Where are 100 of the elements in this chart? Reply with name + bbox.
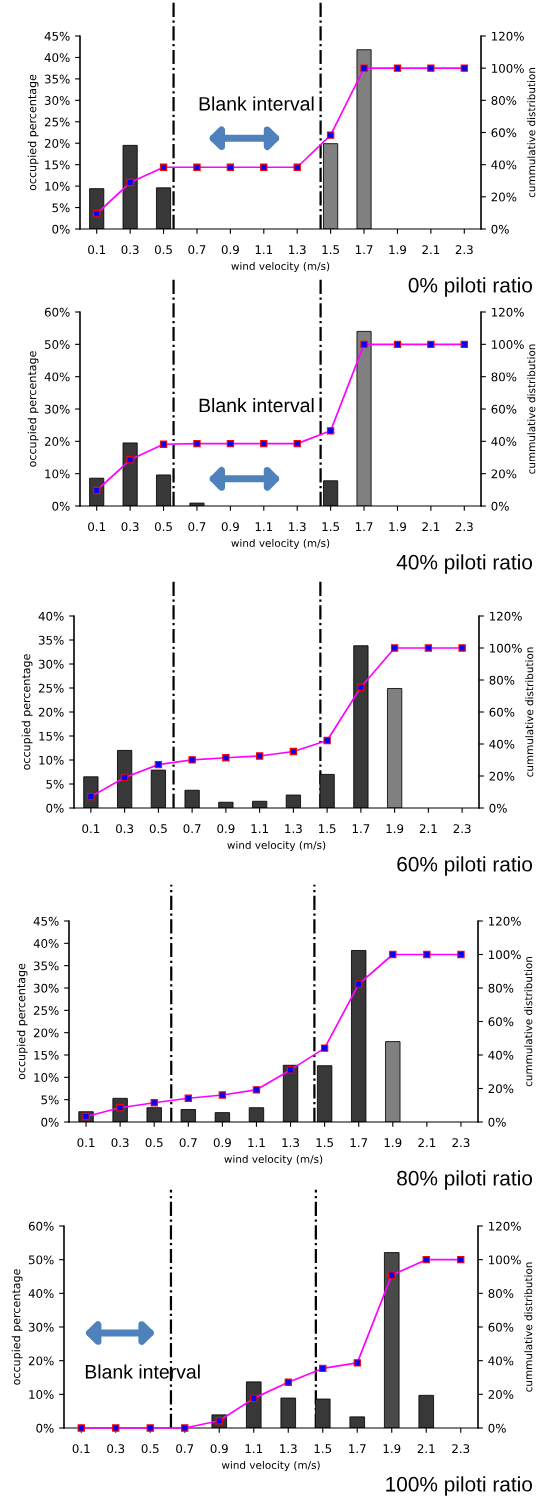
- x-tick-label: 0.3: [121, 522, 139, 532]
- y-tick-label: 30%: [44, 404, 70, 414]
- y2-tick-label: 40%: [491, 437, 517, 446]
- x-tick-label: 2.3: [452, 1444, 470, 1454]
- y-tick-label: 20%: [33, 1028, 59, 1038]
- x-tick-label: 0.9: [221, 245, 239, 255]
- y-tick-label: 30%: [28, 1322, 54, 1332]
- y-tick-label: 45%: [44, 31, 70, 41]
- x-tick-label: 0.7: [188, 245, 206, 255]
- x-tick-label: 0.5: [145, 1138, 163, 1148]
- y-tick-label: 40%: [44, 53, 70, 63]
- x-tick-label: 1.9: [384, 1138, 402, 1148]
- y-tick-label: 60%: [28, 1221, 54, 1231]
- text: 40% piloti ratio: [396, 554, 533, 574]
- y2-tick-label: 80%: [488, 983, 514, 993]
- x-tick-label: 1.9: [389, 522, 407, 532]
- x-tick-label: 0.5: [154, 522, 172, 532]
- x-tick-label: 2.3: [455, 245, 473, 255]
- y-axis-title: occupied percentage: [16, 963, 28, 1080]
- y2-tick-label: 120%: [489, 1221, 521, 1231]
- x-tick-label: 0.9: [210, 1444, 228, 1454]
- x-tick-label: 2.3: [453, 824, 471, 834]
- x-tick-label: 0.7: [188, 522, 206, 532]
- x-tick-label: 0.3: [111, 1138, 129, 1148]
- x-tick-label: 2.1: [417, 1444, 435, 1453]
- y2-tick-label: 60%: [488, 1322, 514, 1332]
- x-tick-label: 1.5: [316, 1138, 333, 1148]
- text: 80% piloti ratio: [397, 1170, 533, 1190]
- x-tick-label: 1.5: [322, 245, 339, 255]
- y2-tick-label: 80%: [488, 1289, 514, 1298]
- y-tick-label: 0%: [36, 1423, 54, 1433]
- y2-tick-label: 100%: [489, 950, 521, 960]
- y2-tick-label: 40%: [488, 1356, 514, 1366]
- x-tick-label: 1.7: [350, 1138, 368, 1147]
- y2-tick-label: 120%: [492, 307, 524, 317]
- x-tick-label: 0.7: [176, 1444, 194, 1454]
- x-tick-label: 1.3: [289, 245, 306, 255]
- x-tick-label: 1.3: [280, 1444, 297, 1454]
- y2-tick-label: 40%: [491, 160, 517, 170]
- annotation: Blank interval: [199, 398, 314, 413]
- x-tick-label: 0.9: [213, 1138, 231, 1148]
- y-tick-label: 40%: [44, 372, 70, 382]
- y-tick-label: 0%: [41, 1117, 59, 1127]
- y-axis-title: occupied percentage: [27, 74, 39, 191]
- y2-axis-title: cummulative distribution: [527, 68, 536, 198]
- y2-tick-label: 60%: [491, 128, 517, 138]
- x-tick-label: 2.3: [452, 1138, 470, 1148]
- y2-tick-label: 20%: [491, 192, 517, 202]
- x-tick-label: 1.9: [386, 824, 404, 834]
- y2-tick-label: 80%: [489, 675, 515, 685]
- y-tick-label: 5%: [52, 203, 70, 213]
- y-tick-label: 20%: [38, 707, 64, 717]
- y-axis-title: occupied percentage: [11, 1269, 23, 1385]
- y-tick-label: 20%: [28, 1356, 54, 1366]
- y2-tick-label: 120%: [492, 31, 524, 41]
- y2-tick-label: 20%: [488, 1084, 514, 1094]
- y2-tick-label: 0%: [488, 1117, 506, 1127]
- x-tick-label: 0.3: [121, 245, 139, 255]
- y2-tick-label: 40%: [488, 1050, 514, 1060]
- x-tick-label: 1.7: [355, 245, 373, 254]
- x-tick-label: 1.1: [251, 824, 268, 833]
- text: 60% piloti ratio: [397, 856, 533, 876]
- y-tick-label: 10%: [34, 1073, 59, 1082]
- y-tick-label: 25%: [33, 1006, 59, 1015]
- y-tick-label: 30%: [44, 96, 70, 105]
- y2-tick-label: 100%: [492, 340, 524, 349]
- x-tick-label: 1.1: [255, 522, 273, 531]
- y-tick-label: 15%: [34, 1050, 59, 1060]
- y-tick-label: 60%: [44, 307, 70, 317]
- text: 0% piloti ratio: [408, 277, 533, 297]
- y2-tick-label: 20%: [491, 469, 517, 479]
- x-tick-label: 0.9: [221, 522, 239, 532]
- y-tick-label: 10%: [39, 755, 64, 765]
- x-tick-label: 1.1: [255, 245, 273, 254]
- x-tick-label: 2.1: [418, 1138, 436, 1147]
- y2-tick-label: 80%: [491, 96, 517, 105]
- x-tick-label: 0.5: [149, 824, 167, 834]
- y-tick-label: 30%: [33, 983, 59, 993]
- x-tick-label: 1.7: [352, 824, 370, 833]
- x-tick-label: 2.1: [422, 245, 440, 254]
- y2-tick-label: 20%: [489, 771, 515, 781]
- x-tick-label: 1.1: [248, 1138, 265, 1147]
- y-tick-label: 10%: [29, 1390, 54, 1399]
- x-tick-label: 0.1: [88, 245, 106, 255]
- y-tick-label: 40%: [38, 611, 64, 621]
- y2-tick-label: 0%: [491, 224, 509, 234]
- y2-tick-label: 100%: [492, 63, 524, 73]
- x-tick-label: 1.7: [355, 522, 373, 531]
- y2-tick-label: 120%: [489, 916, 521, 926]
- x-tick-label: 1.5: [314, 1444, 332, 1454]
- x-tick-label: 0.1: [77, 1138, 95, 1148]
- y-tick-label: 15%: [39, 731, 64, 741]
- y-tick-label: 10%: [45, 469, 70, 479]
- x-tick-label: 0.9: [217, 824, 235, 834]
- x-tick-label: 1.5: [322, 522, 339, 532]
- y2-axis-title: cummulative distribution: [524, 1262, 533, 1392]
- x-tick-label: 1.9: [383, 1444, 401, 1454]
- y-tick-label: 35%: [38, 635, 64, 645]
- y2-tick-label: 0%: [489, 803, 507, 813]
- x-tick-label: 1.3: [289, 522, 306, 532]
